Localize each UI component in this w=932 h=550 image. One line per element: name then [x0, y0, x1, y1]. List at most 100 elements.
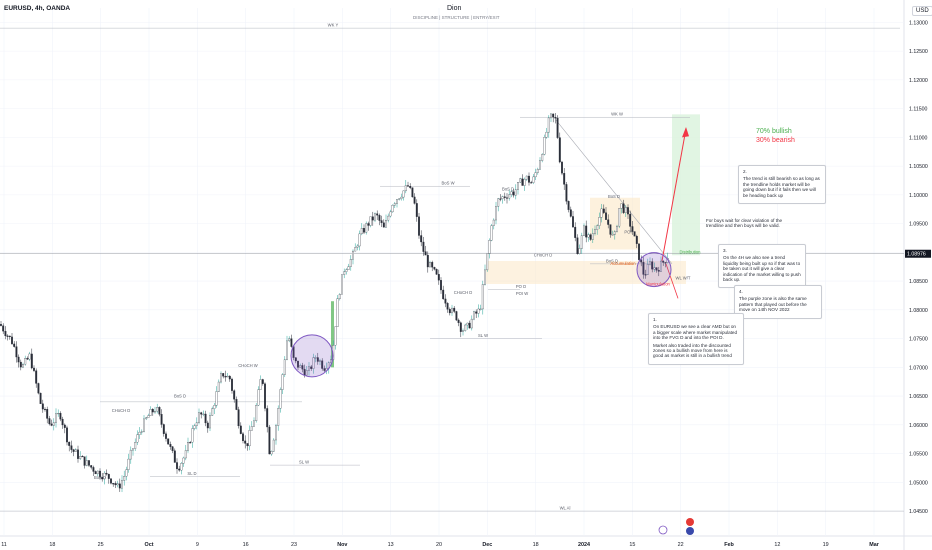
candle-body	[446, 303, 449, 310]
candle-body	[268, 426, 271, 455]
bullish-arrowhead	[682, 127, 689, 138]
fvg-zone	[486, 260, 686, 284]
candle-body	[160, 414, 163, 425]
annotation-label: WL Al	[560, 506, 571, 511]
candle-body	[154, 410, 156, 413]
candle-body	[506, 197, 508, 199]
candle-body	[88, 460, 90, 466]
candle-body	[627, 207, 629, 215]
candle-body	[235, 399, 238, 410]
current-price-tag	[905, 249, 931, 258]
author-name: Dion	[447, 5, 462, 12]
candle-body	[149, 409, 152, 416]
candle-body	[369, 216, 372, 226]
candle-body	[121, 480, 123, 489]
candle-body	[127, 458, 130, 470]
annotation-label: WL W/T	[676, 276, 691, 281]
candle-body	[631, 226, 634, 232]
candle-body	[242, 433, 244, 442]
candle-body	[316, 357, 319, 362]
candle-body	[431, 262, 434, 268]
candle-body	[567, 201, 570, 210]
candle-body	[341, 274, 343, 295]
candle-body	[99, 470, 101, 478]
candle-body	[602, 208, 605, 213]
candle-body	[336, 298, 339, 327]
candle-body	[123, 476, 126, 481]
note-2: 2. The trend is still bearish so as long…	[738, 165, 826, 205]
candle-body	[376, 213, 379, 216]
candle-body	[371, 216, 374, 221]
candle-body	[35, 370, 38, 384]
candle-body	[402, 190, 405, 198]
candle-body	[475, 311, 478, 314]
candle-body	[237, 409, 240, 427]
currency-label[interactable]: USD	[912, 6, 932, 16]
annotation-label: BoS D	[94, 475, 106, 480]
candle-body	[187, 442, 189, 451]
candle-body	[543, 137, 546, 155]
candle-body	[433, 267, 436, 270]
candle-body	[545, 131, 548, 138]
current-price-label: 1.08976	[907, 252, 926, 258]
candles	[0, 113, 669, 493]
candle-body	[455, 311, 458, 321]
candle-body	[664, 262, 667, 264]
candle-body	[178, 468, 181, 471]
candle-body	[140, 431, 143, 433]
candle-body	[270, 451, 273, 455]
note-3-text: On the 4H we also see a trend liquidity …	[723, 255, 801, 283]
candle-body	[609, 224, 612, 235]
time-tick-label: 9	[196, 542, 199, 548]
price-tick-label: 1.06000	[909, 423, 928, 429]
candle-body	[583, 225, 585, 236]
candle-body	[4, 331, 7, 337]
candle-body	[28, 353, 31, 360]
candle-body	[466, 322, 469, 326]
candle-body	[613, 231, 616, 235]
candle-body	[338, 294, 341, 299]
candle-body	[101, 477, 104, 480]
candle-body	[396, 199, 398, 204]
price-tick-label: 1.12500	[909, 49, 928, 55]
candle-body	[442, 289, 445, 300]
impulse-bar	[331, 301, 334, 368]
time-tick-label: 2024	[578, 542, 590, 548]
candle-body	[424, 251, 427, 256]
candle-body	[358, 233, 361, 247]
candle-body	[334, 326, 337, 346]
candle-body	[206, 422, 209, 429]
candle-body	[385, 220, 387, 228]
bullish-probability: 70% bullish	[756, 128, 792, 135]
candle-body	[561, 161, 563, 174]
time-tick-label: 22	[678, 542, 684, 548]
candle-body	[345, 269, 348, 272]
candle-body	[204, 413, 207, 424]
candle-body	[112, 483, 115, 485]
candle-body	[244, 440, 247, 444]
candle-body	[233, 390, 236, 400]
price-tick-label: 1.05500	[909, 452, 928, 458]
candle-body	[138, 431, 141, 435]
candle-body	[24, 358, 27, 365]
candle-body	[261, 379, 264, 384]
candle-body	[151, 409, 154, 413]
note-1: 1. On EURUSD we see a clear AMD but on a…	[648, 313, 744, 365]
candle-body	[622, 203, 625, 213]
candle-body	[319, 360, 321, 362]
candle-body	[569, 209, 572, 217]
candle-body	[365, 223, 368, 233]
candle-body	[624, 207, 627, 213]
price-tick-label: 1.08000	[909, 308, 928, 314]
candle-body	[132, 448, 134, 451]
candle-body	[301, 365, 304, 370]
note-4-number: 4.	[739, 289, 743, 294]
bullish-projection	[661, 128, 687, 262]
candle-body	[530, 182, 533, 184]
candle-body	[523, 179, 526, 186]
candle-body	[266, 408, 269, 428]
candle-body	[481, 284, 484, 310]
candle-body	[490, 225, 493, 241]
